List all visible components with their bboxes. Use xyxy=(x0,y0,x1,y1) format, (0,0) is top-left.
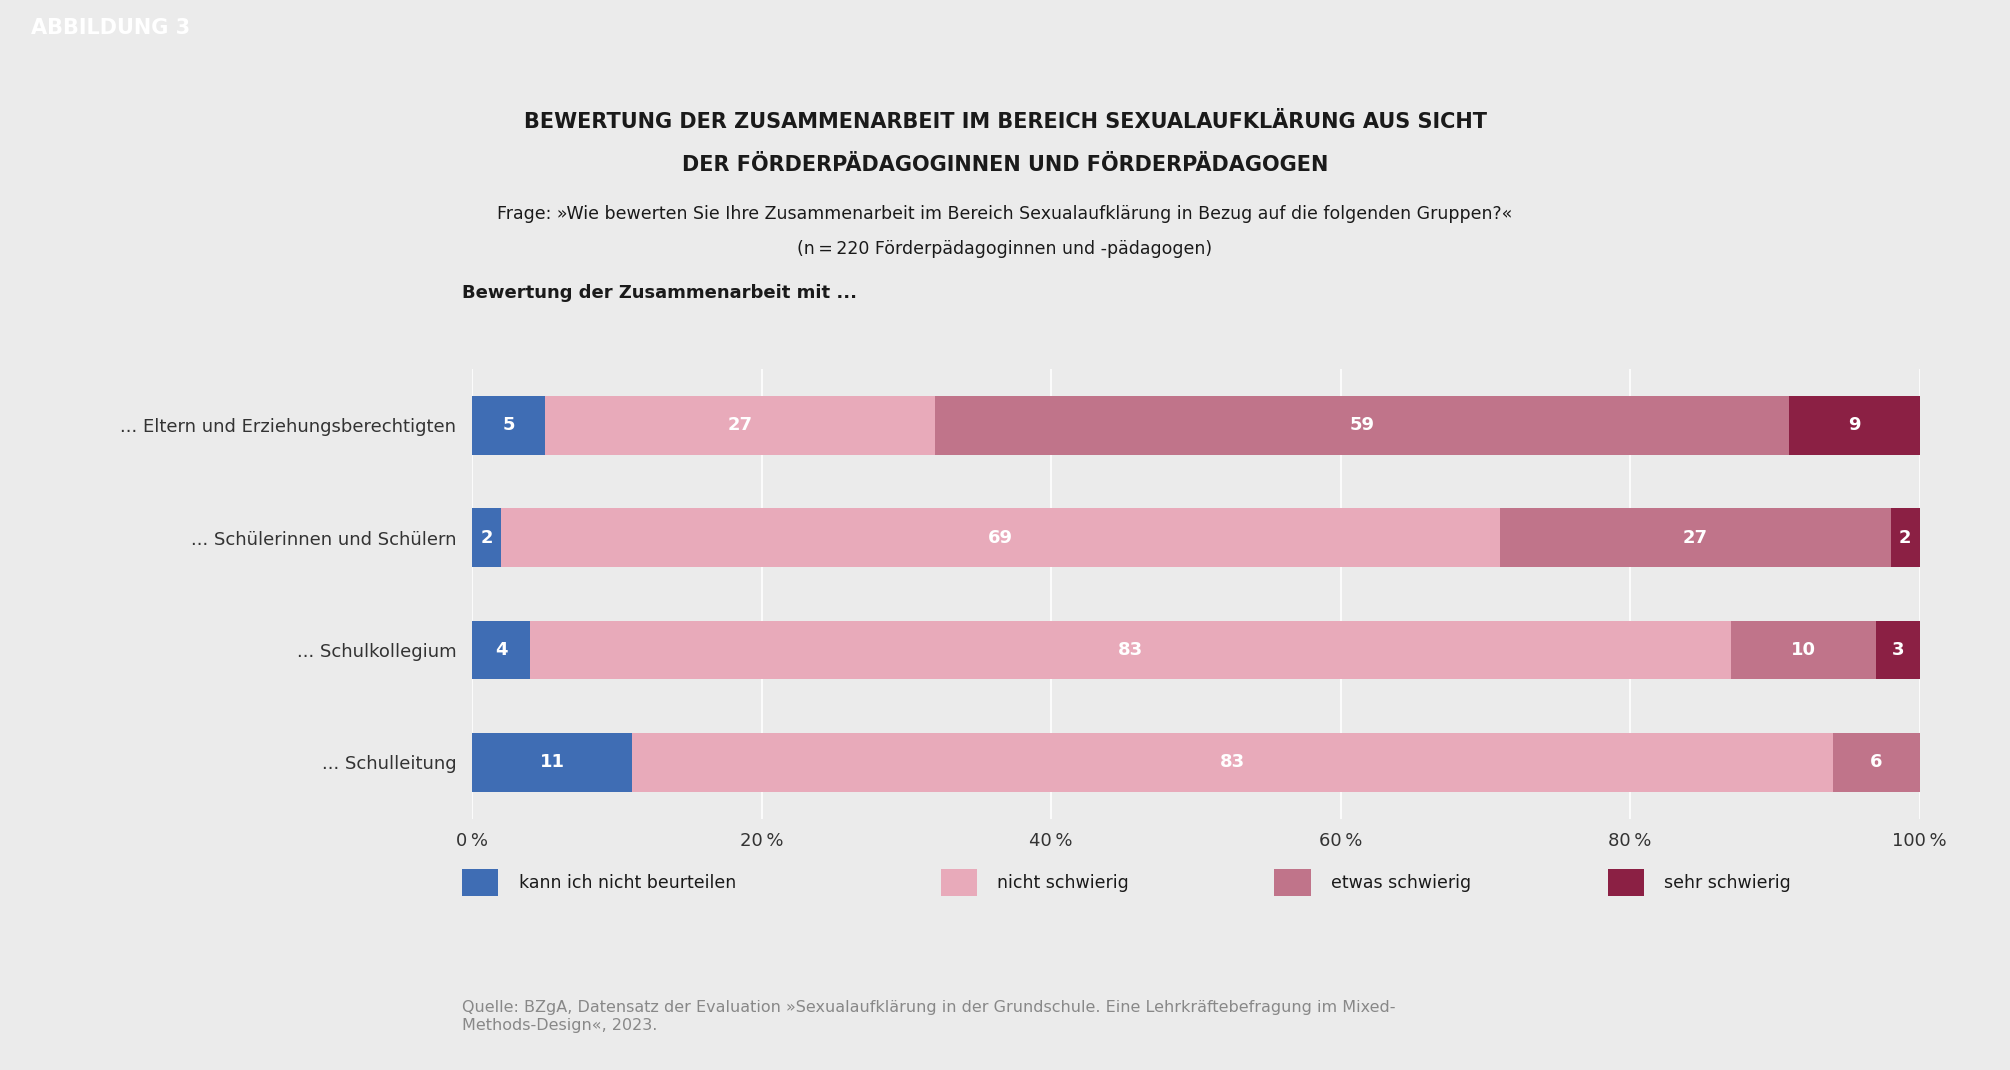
Text: 69: 69 xyxy=(989,529,1013,547)
Text: 27: 27 xyxy=(1682,529,1708,547)
Text: 5: 5 xyxy=(502,416,515,434)
Text: (n = 220 Förderpädagoginnen und -pädagogen): (n = 220 Förderpädagoginnen und -pädagog… xyxy=(798,240,1212,258)
Bar xyxy=(531,621,1731,679)
Bar xyxy=(545,396,935,455)
Bar xyxy=(1891,508,1920,567)
Bar xyxy=(500,508,1499,567)
Bar xyxy=(1731,621,1875,679)
Text: BEWERTUNG DER ZUSAMMENARBEIT IM BEREICH SEXUALAUFKLÄRUNG AUS SICHT: BEWERTUNG DER ZUSAMMENARBEIT IM BEREICH … xyxy=(523,112,1487,133)
Bar xyxy=(472,396,545,455)
Bar xyxy=(935,396,1789,455)
Text: 11: 11 xyxy=(539,753,565,771)
Bar xyxy=(472,733,631,792)
Text: 83: 83 xyxy=(1220,753,1244,771)
Text: kann ich nicht beurteilen: kann ich nicht beurteilen xyxy=(519,874,736,891)
Bar xyxy=(472,621,531,679)
Text: 27: 27 xyxy=(728,416,752,434)
Bar xyxy=(1499,508,1891,567)
Bar xyxy=(472,508,500,567)
Text: 3: 3 xyxy=(1891,641,1903,659)
Text: DER FÖRDERPÄDAGOGINNEN UND FÖRDERPÄDAGOGEN: DER FÖRDERPÄDAGOGINNEN UND FÖRDERPÄDAGOG… xyxy=(681,155,1329,175)
Bar xyxy=(1789,396,1920,455)
Bar xyxy=(631,733,1833,792)
Text: 9: 9 xyxy=(1847,416,1861,434)
Text: 6: 6 xyxy=(1869,753,1883,771)
Text: Bewertung der Zusammenarbeit mit ...: Bewertung der Zusammenarbeit mit ... xyxy=(462,284,858,302)
Text: 59: 59 xyxy=(1351,416,1375,434)
Text: 4: 4 xyxy=(494,641,509,659)
Text: 2: 2 xyxy=(480,529,492,547)
Text: ABBILDUNG 3: ABBILDUNG 3 xyxy=(32,18,191,37)
Text: etwas schwierig: etwas schwierig xyxy=(1331,874,1471,891)
Text: Frage: »Wie bewerten Sie Ihre Zusammenarbeit im Bereich Sexualaufklärung in Bezu: Frage: »Wie bewerten Sie Ihre Zusammenar… xyxy=(496,205,1514,224)
Text: Quelle: BZgA, Datensatz der Evaluation »Sexualaufklärung in der Grundschule. Ein: Quelle: BZgA, Datensatz der Evaluation »… xyxy=(462,1000,1395,1033)
Bar xyxy=(1875,621,1920,679)
Bar xyxy=(1833,733,1920,792)
Text: sehr schwierig: sehr schwierig xyxy=(1664,874,1791,891)
Text: 2: 2 xyxy=(1899,529,1912,547)
Text: nicht schwierig: nicht schwierig xyxy=(997,874,1130,891)
Text: 10: 10 xyxy=(1791,641,1817,659)
Text: 83: 83 xyxy=(1118,641,1144,659)
